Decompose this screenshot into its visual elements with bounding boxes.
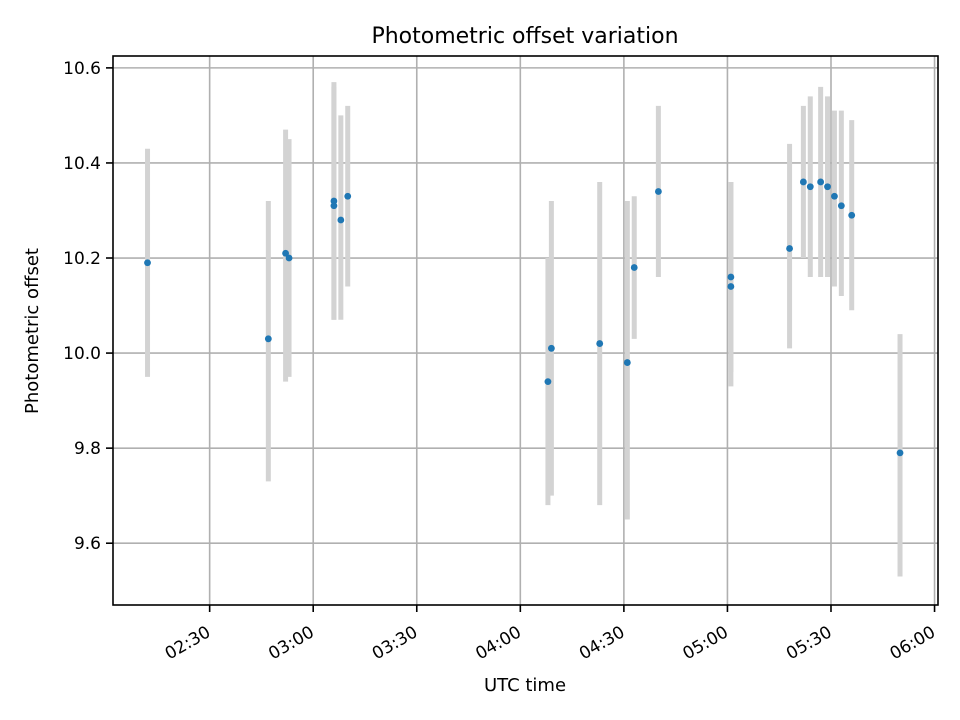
data-point — [727, 273, 735, 281]
data-point — [330, 202, 338, 210]
data-point — [285, 254, 293, 262]
y-tick-label: 10.0 — [63, 344, 101, 364]
data-point — [330, 197, 338, 205]
plot-frame — [112, 55, 939, 606]
data-point — [837, 202, 845, 210]
data-point — [623, 359, 631, 366]
data-point — [896, 449, 904, 457]
data-point — [799, 178, 807, 186]
y-tick-label: 9.8 — [74, 439, 101, 459]
y-tick-label: 10.2 — [63, 249, 101, 269]
y-tick-label: 9.6 — [74, 534, 101, 554]
data-point — [817, 178, 825, 186]
data-point — [786, 245, 793, 252]
y-axis-label: Photometric offset — [22, 248, 43, 414]
data-point — [848, 211, 856, 219]
y-tick-label: 10.6 — [63, 59, 101, 79]
data-point — [144, 259, 151, 267]
y-tick-label: 10.4 — [63, 154, 101, 174]
point-layer — [144, 178, 904, 457]
grid-layer — [113, 56, 938, 605]
data-point — [824, 183, 831, 191]
x-axis-label: UTC time — [484, 675, 566, 696]
data-point — [337, 216, 345, 224]
data-point — [544, 378, 552, 385]
data-point — [727, 283, 735, 290]
data-point — [264, 335, 272, 343]
data-point — [547, 344, 555, 352]
data-point — [282, 249, 289, 257]
data-point — [630, 264, 638, 271]
chart-title: Photometric offset variation — [371, 24, 678, 49]
data-point — [344, 192, 352, 200]
data-point — [654, 188, 662, 195]
data-point — [596, 340, 604, 347]
data-point — [806, 183, 814, 191]
data-point — [831, 192, 838, 200]
